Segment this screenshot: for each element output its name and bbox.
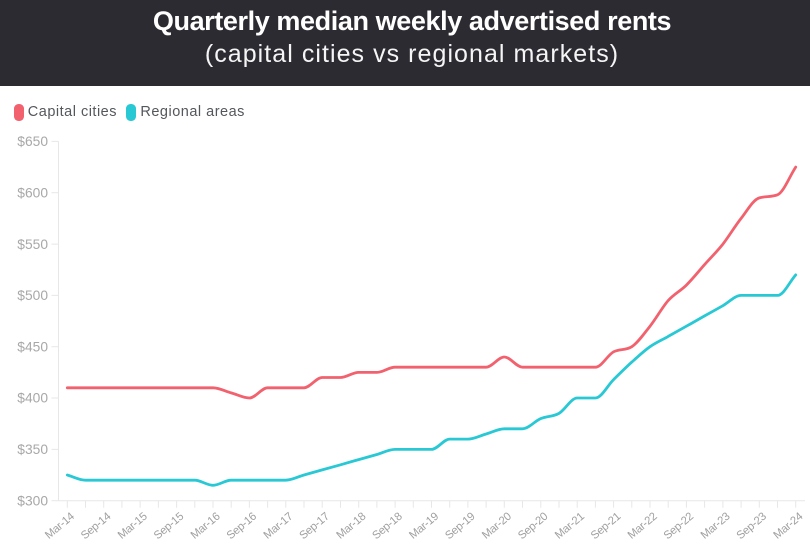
svg-text:Sep-18: Sep-18 bbox=[370, 511, 404, 542]
svg-text:Mar-19: Mar-19 bbox=[407, 511, 441, 542]
svg-text:$600: $600 bbox=[17, 185, 48, 200]
svg-text:Mar-17: Mar-17 bbox=[262, 511, 296, 542]
svg-text:$500: $500 bbox=[17, 288, 48, 303]
svg-text:Mar-23: Mar-23 bbox=[699, 511, 733, 542]
svg-text:$450: $450 bbox=[17, 339, 48, 354]
svg-text:Sep-15: Sep-15 bbox=[152, 511, 186, 542]
svg-text:Sep-21: Sep-21 bbox=[589, 511, 623, 542]
svg-text:$350: $350 bbox=[17, 442, 48, 457]
svg-text:Mar-24: Mar-24 bbox=[771, 511, 805, 542]
svg-text:Sep-16: Sep-16 bbox=[225, 511, 259, 542]
svg-text:Mar-20: Mar-20 bbox=[480, 511, 514, 542]
svg-text:Mar-14: Mar-14 bbox=[43, 511, 77, 542]
svg-text:Sep-19: Sep-19 bbox=[443, 511, 477, 542]
svg-text:Mar-22: Mar-22 bbox=[626, 511, 660, 542]
svg-text:Sep-20: Sep-20 bbox=[516, 511, 550, 542]
svg-text:$650: $650 bbox=[17, 134, 48, 149]
svg-text:Mar-18: Mar-18 bbox=[334, 511, 368, 542]
svg-text:$550: $550 bbox=[17, 237, 48, 252]
svg-text:Mar-21: Mar-21 bbox=[553, 511, 587, 542]
svg-text:$400: $400 bbox=[17, 391, 48, 406]
svg-text:Sep-23: Sep-23 bbox=[735, 511, 769, 542]
svg-text:$300: $300 bbox=[17, 493, 48, 508]
svg-text:Sep-17: Sep-17 bbox=[297, 511, 331, 542]
svg-text:Sep-22: Sep-22 bbox=[662, 511, 696, 542]
svg-text:Mar-15: Mar-15 bbox=[116, 511, 150, 542]
svg-text:Sep-14: Sep-14 bbox=[79, 511, 113, 542]
svg-text:Mar-16: Mar-16 bbox=[189, 511, 223, 542]
